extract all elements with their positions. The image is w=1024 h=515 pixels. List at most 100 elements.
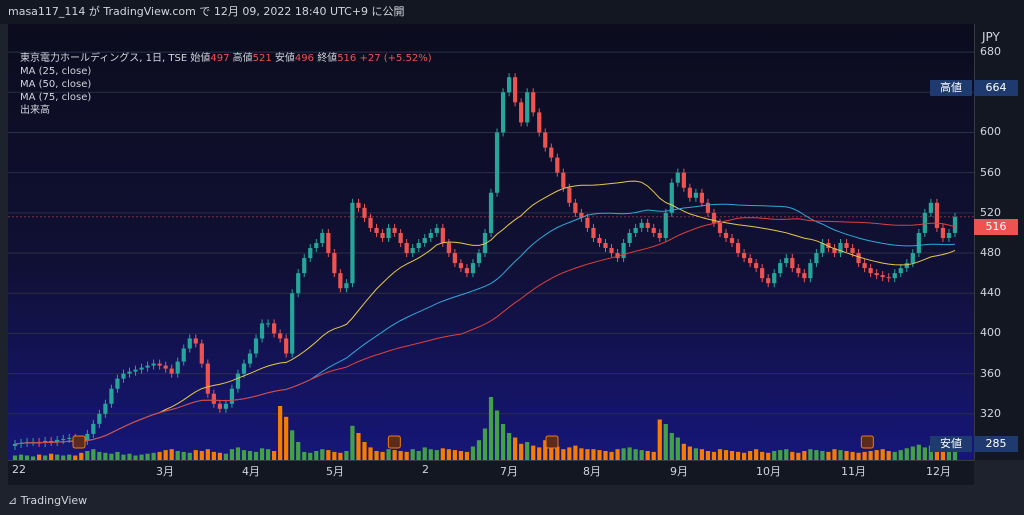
volume-bar [868, 451, 873, 460]
price-tick-label: 320 [980, 406, 1001, 420]
volume-bar [754, 449, 759, 460]
candle-body [591, 227, 596, 238]
volume-bar [820, 451, 825, 460]
time-axis[interactable] [8, 460, 974, 485]
candle-body [856, 253, 861, 264]
legend-low: 496 [294, 53, 314, 64]
candle-body [561, 172, 566, 188]
tradingview-logo-icon[interactable]: ⊿ [8, 494, 18, 507]
publish-info: masa117_114 が TradingView.com で 12月 09, … [8, 5, 405, 18]
candle-body [464, 268, 470, 274]
candle-body [205, 363, 210, 394]
candle-body [735, 243, 741, 254]
candle-body [844, 243, 849, 249]
legend-ma75[interactable]: MA (75, close) [20, 92, 92, 103]
chart-area[interactable]: 東京電力ホールディングス, 1日, TSE 始値497 高値521 安値496 … [8, 24, 974, 460]
volume-bar [452, 450, 457, 460]
volume-bar [271, 451, 277, 460]
volume-bar [235, 447, 241, 460]
volume-bar [657, 419, 662, 460]
currency-unit: JPY [982, 30, 1000, 44]
high-tag: 高値 664 [930, 80, 1018, 96]
candle-body [603, 243, 608, 249]
candle-body [392, 227, 397, 233]
candle-body [235, 373, 241, 389]
legend-ma50[interactable]: MA (50, close) [20, 79, 92, 90]
low-tag: 安値 285 [930, 436, 1018, 452]
volume-bar [946, 450, 952, 460]
candle-body [193, 338, 198, 344]
volume-bar [199, 451, 204, 460]
candle-body [247, 353, 253, 364]
volume-bar [308, 452, 313, 460]
candle-body [826, 243, 831, 249]
volume-bar [139, 454, 144, 460]
volume-bar [802, 451, 807, 460]
price-tick-label: 400 [980, 326, 1001, 340]
volume-bar [699, 449, 705, 460]
volume-bar [217, 452, 222, 460]
volume-bar [103, 452, 108, 460]
legend-ma25[interactable]: MA (25, close) [20, 66, 92, 77]
chart-legend: 東京電力ホールディングス, 1日, TSE 始値497 高値521 安値496 … [20, 52, 432, 117]
candle-body [302, 258, 307, 274]
legend-change: +27 (+5.52%) [359, 53, 432, 64]
volume-bar [97, 451, 102, 460]
candle-body [904, 263, 909, 269]
volume-bar [645, 451, 650, 460]
candle-body [139, 367, 144, 370]
volume-bar [790, 451, 795, 460]
candle-body [362, 207, 367, 218]
volume-bar [374, 451, 379, 460]
volume-bar [127, 453, 132, 460]
volume-bar [181, 451, 186, 460]
candle-body [874, 273, 879, 276]
candle-body [452, 253, 457, 264]
candle-body [271, 323, 277, 334]
candle-body [808, 263, 813, 279]
ma75-line [14, 217, 956, 445]
volume-bar [567, 447, 572, 460]
candle-body [151, 363, 156, 366]
volume-bar [844, 451, 849, 460]
volume-bar [115, 451, 120, 460]
volume-bar [229, 449, 235, 460]
candle-body [500, 92, 506, 133]
volume-bar [808, 449, 813, 460]
earnings-marker-icon [860, 435, 874, 449]
volume-bar [639, 450, 644, 460]
price-tick-label: 480 [980, 246, 1001, 260]
volume-bar [621, 448, 626, 460]
volume-bar [693, 448, 699, 460]
candle-body [380, 232, 385, 238]
volume-bar [296, 442, 301, 460]
candle-body [374, 227, 379, 233]
volume-bar [91, 449, 96, 460]
candle-body [446, 243, 451, 254]
volume-bar [259, 448, 265, 460]
volume-bar [350, 425, 355, 460]
candle-body [940, 227, 946, 238]
candle-body [802, 273, 807, 279]
volume-bar [133, 455, 138, 460]
price-axis[interactable] [974, 24, 1024, 460]
candle-body [585, 217, 590, 228]
legend-volume[interactable]: 出来高 [20, 105, 50, 116]
volume-bar [494, 410, 500, 460]
candle-body [790, 258, 795, 269]
footer-brand[interactable]: TradingView [20, 494, 88, 507]
volume-bar [49, 453, 54, 460]
candle-body [211, 393, 216, 404]
candle-body [531, 92, 536, 113]
volume-bar [85, 451, 90, 460]
candle-body [494, 132, 500, 193]
candle-body [145, 365, 150, 368]
candle-body [916, 232, 921, 254]
candle-body [693, 192, 699, 198]
volume-bar [344, 451, 349, 460]
volume-bar [416, 451, 421, 460]
volume-bar [784, 449, 789, 460]
time-tick-label: 5月 [326, 465, 344, 478]
volume-bar [579, 448, 584, 460]
volume-bar [488, 397, 494, 460]
